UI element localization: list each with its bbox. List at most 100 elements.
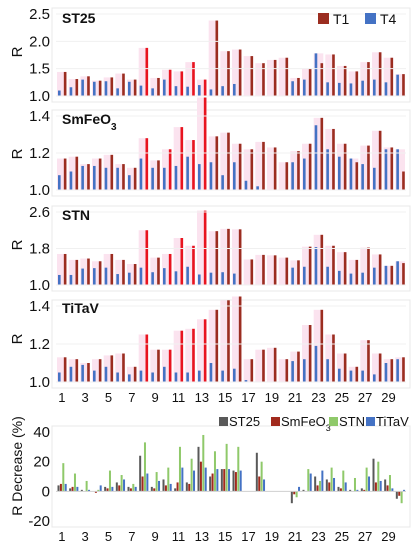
- y-tick-label: 20: [33, 454, 50, 471]
- bar-decrease-stn: [307, 469, 310, 492]
- x-tick-label: 7: [128, 390, 135, 405]
- bar-t1: [308, 325, 312, 382]
- bar-decrease-st25: [349, 489, 352, 492]
- bar-t1: [157, 349, 160, 382]
- bar-t4: [244, 180, 248, 190]
- x-tick-label: 7: [128, 529, 135, 544]
- bar-decrease-smfeo3: [363, 489, 366, 492]
- bar-t4: [338, 156, 341, 190]
- bar-t4: [291, 81, 294, 96]
- bar-t1: [320, 309, 324, 382]
- bar-decrease-stn: [143, 442, 146, 492]
- bar-t1: [203, 210, 207, 285]
- bar-t1: [110, 355, 114, 382]
- bar-t4: [163, 167, 166, 190]
- bar-decrease-titav: [263, 479, 266, 492]
- y-tick-label: 1.0: [29, 88, 50, 105]
- panel-label-stn: STN: [62, 207, 90, 223]
- bar-decrease-titav: [309, 473, 312, 492]
- bar-t1: [133, 264, 137, 285]
- highlight-column: [57, 158, 67, 190]
- bar-decrease-stn: [85, 480, 88, 492]
- bar-decrease-titav: [239, 470, 242, 492]
- highlight-column: [372, 130, 382, 190]
- bar-decrease-titav: [356, 489, 359, 492]
- bar-t1: [75, 79, 79, 96]
- bar-decrease-titav: [88, 489, 91, 492]
- y-tick-label: -20: [28, 513, 50, 530]
- highlight-column: [197, 97, 207, 190]
- y-tick-label: 1.5: [29, 61, 50, 78]
- highlight-column: [325, 245, 335, 285]
- bar-decrease-titav: [76, 486, 79, 492]
- x-tick-label: 23: [311, 529, 325, 544]
- bar-decrease-titav: [123, 479, 126, 492]
- bar-t4: [81, 268, 84, 285]
- bar-decrease-smfeo3: [293, 491, 296, 495]
- highlight-column: [57, 71, 67, 96]
- bar-decrease-titav: [134, 486, 137, 492]
- bar-t1: [390, 147, 394, 190]
- bar-t1: [133, 366, 137, 382]
- bar-t1: [250, 149, 254, 190]
- x-tick-label: 23: [311, 390, 325, 405]
- highlight-column: [325, 54, 335, 96]
- bar-t4: [396, 149, 399, 190]
- bar-t1: [285, 162, 289, 190]
- highlight-column: [208, 136, 219, 190]
- bar-decrease-smfeo3: [398, 491, 401, 496]
- bar-decrease-smfeo3: [94, 491, 97, 493]
- legend-t4-label: T4: [380, 11, 397, 27]
- bar-t4: [233, 162, 236, 190]
- bar-t1: [110, 253, 114, 285]
- bar-t4: [314, 125, 318, 190]
- bar-t1: [390, 57, 394, 96]
- bar-t4: [151, 167, 154, 190]
- bar-t1: [332, 128, 335, 190]
- highlight-column: [80, 76, 90, 96]
- bar-t4: [256, 186, 259, 190]
- highlight-column: [80, 363, 90, 382]
- bar-decrease-stn: [73, 473, 76, 492]
- y-tick-label: 2.6: [29, 204, 50, 221]
- x-tick-label: 3: [82, 529, 89, 544]
- bar-t1: [367, 247, 370, 285]
- bar-t1: [308, 246, 312, 285]
- highlight-column: [92, 359, 102, 382]
- x-tick-label: 27: [358, 390, 372, 405]
- bar-t1: [355, 162, 359, 190]
- x-tick-label: 25: [335, 529, 349, 544]
- highlight-column: [208, 231, 219, 285]
- panel-frame: [51, 7, 411, 103]
- chart-titav: 1.0 1.2 1.4: [29, 296, 411, 391]
- bar-t4: [326, 266, 329, 285]
- bar-t4: [116, 274, 119, 285]
- bar-t1: [390, 265, 394, 285]
- bar-decrease-titav: [64, 483, 67, 492]
- bar-t1: [98, 359, 102, 382]
- highlight-column: [302, 325, 312, 382]
- highlight-column: [173, 330, 184, 382]
- highlight-column: [302, 246, 312, 285]
- bar-decrease-st25: [139, 455, 142, 492]
- bar-t4: [373, 374, 376, 382]
- bar-t4: [361, 164, 364, 190]
- x-tick-label: 5: [105, 529, 112, 544]
- bar-t4: [104, 81, 108, 96]
- bar-t4: [116, 372, 119, 382]
- bar-t4: [314, 345, 318, 382]
- chart-r-decrease: -20 0 20 40: [28, 424, 411, 530]
- bar-t1: [262, 349, 265, 382]
- bar-decrease-st25: [255, 452, 258, 492]
- highlight-column: [290, 77, 300, 96]
- bar-decrease-stn: [155, 472, 158, 492]
- highlight-column: [220, 228, 230, 285]
- highlight-column: [150, 349, 160, 382]
- bar-t4: [69, 274, 73, 285]
- bar-t1: [320, 234, 324, 285]
- panel-label-st25: ST25: [62, 10, 96, 26]
- highlight-column: [337, 143, 347, 190]
- bar-t4: [349, 370, 353, 382]
- bar-t4: [326, 149, 329, 190]
